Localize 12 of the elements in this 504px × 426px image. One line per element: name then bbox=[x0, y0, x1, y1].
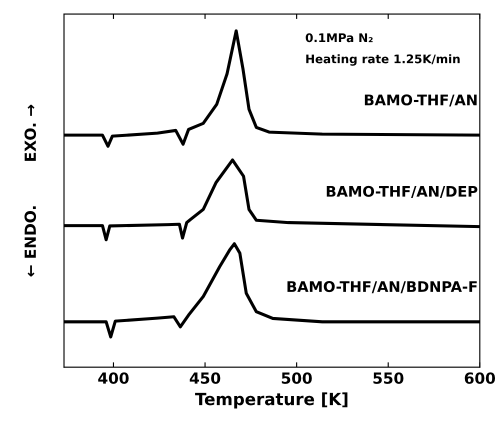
series-label: BAMO-THF/AN/DEP bbox=[326, 186, 478, 198]
y-axis-title: ← ENDO. EXO. → bbox=[24, 104, 36, 277]
x-axis-title: Temperature [K] bbox=[195, 392, 348, 409]
series-label: BAMO-THF/AN bbox=[364, 94, 477, 107]
x-tick-label: 400 bbox=[98, 372, 129, 384]
annotation: 0.1MPa N₂ bbox=[306, 33, 373, 42]
x-tick-label: 550 bbox=[373, 372, 404, 384]
x-tick-label: 450 bbox=[190, 372, 220, 384]
x-tick-label: 500 bbox=[282, 372, 312, 384]
x-tick-label: 600 bbox=[464, 372, 496, 384]
annotation: Heating rate 1.25K/min bbox=[306, 54, 460, 66]
series-label: BAMO-THF/AN/BDNPA-F bbox=[287, 281, 477, 294]
